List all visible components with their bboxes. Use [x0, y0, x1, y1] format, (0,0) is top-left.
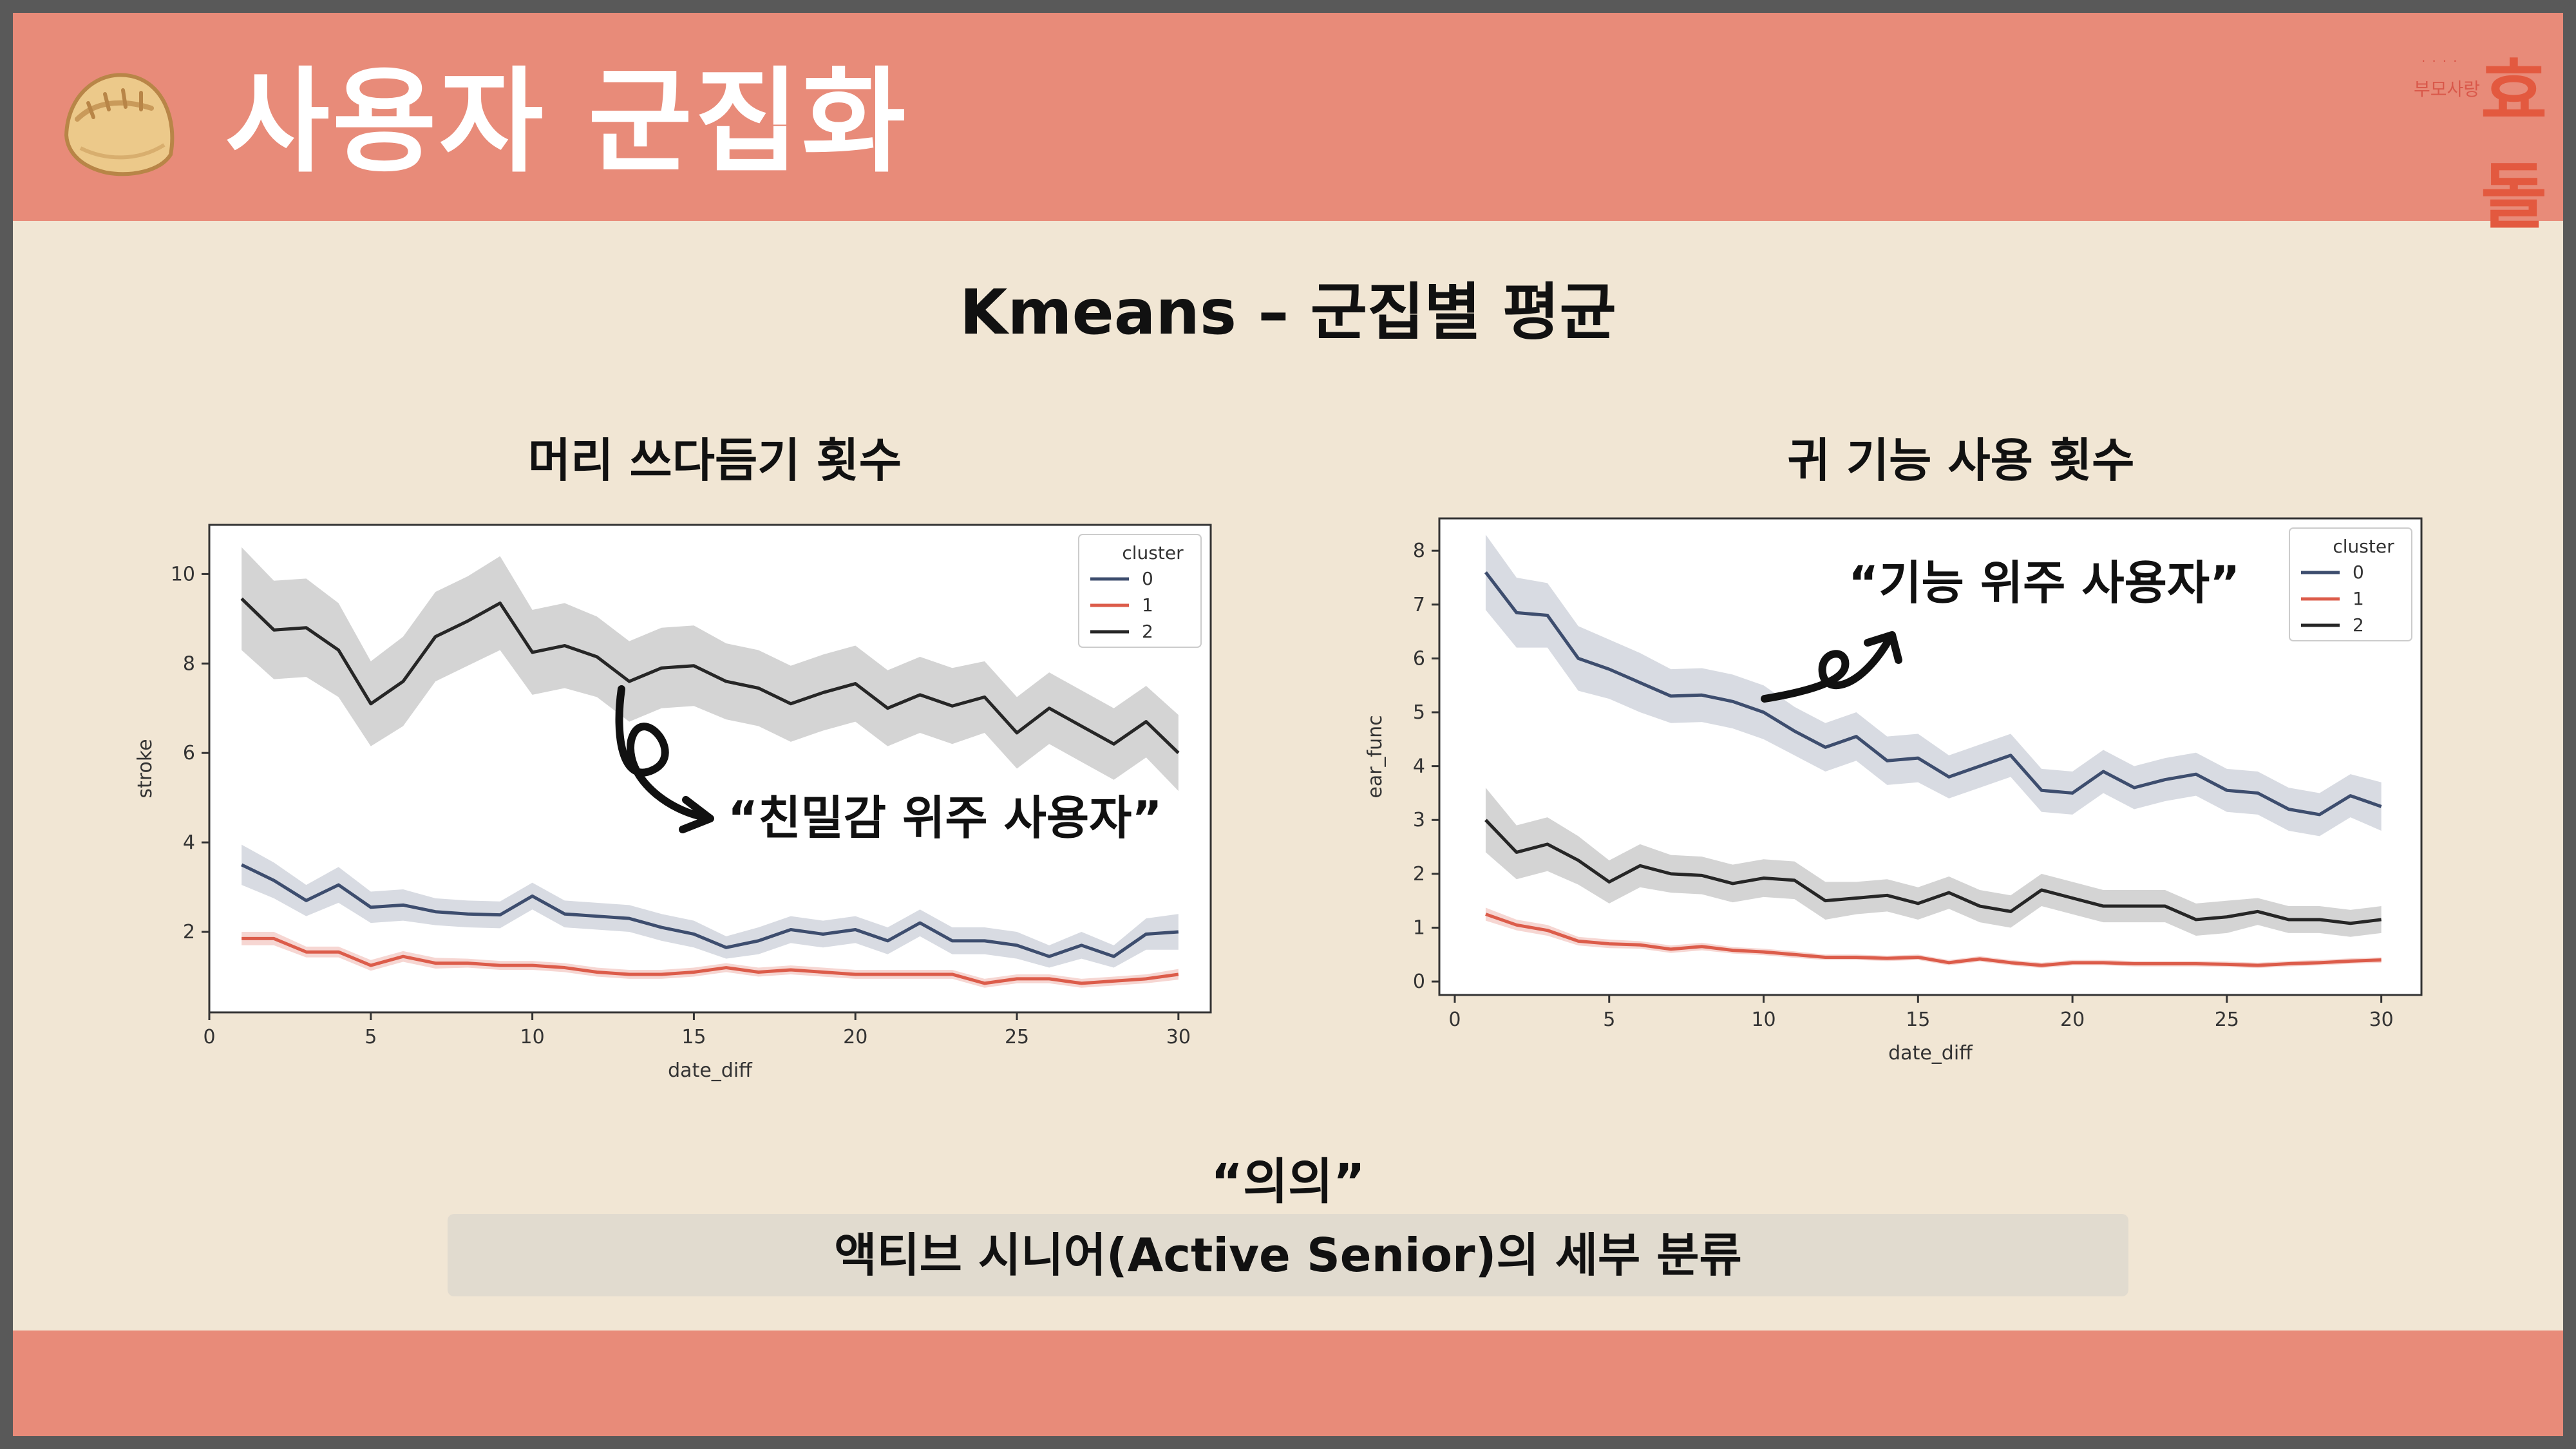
- y-tick-label: 3: [1413, 809, 1425, 831]
- x-tick-label: 10: [520, 1026, 545, 1048]
- series-line-2: [1484, 819, 2382, 925]
- series-line-2: [240, 597, 1180, 754]
- plot-frame: [208, 524, 1212, 1014]
- series-line-0: [1484, 571, 2382, 817]
- legend-title: cluster: [1122, 542, 1184, 564]
- legend-box: [1078, 534, 1202, 648]
- y-tick-label: 2: [1413, 863, 1425, 886]
- curved-arrow-icon: [615, 685, 714, 833]
- logo-text: 효돌: [2481, 51, 2547, 239]
- x-tick-label: 30: [2369, 1009, 2394, 1031]
- legend-box: [2289, 527, 2412, 641]
- series-line-1: [1485, 913, 2382, 967]
- legend-title: cluster: [2333, 536, 2394, 557]
- x-tick-label: 15: [1906, 1009, 1930, 1031]
- y-axis-label: stroke: [134, 739, 156, 798]
- legend-entry-0: 0: [2353, 562, 2364, 583]
- y-tick-label: 8: [183, 652, 195, 675]
- legend-entry-1: 1: [1142, 594, 1153, 616]
- confidence-band-1: [1485, 907, 2382, 969]
- y-tick-label: 4: [1413, 755, 1425, 778]
- x-tick-label: 0: [1448, 1009, 1461, 1031]
- x-tick-label: 30: [1166, 1026, 1191, 1048]
- logo-dots: ····: [2421, 53, 2464, 69]
- x-tick-label: 10: [1751, 1009, 1776, 1031]
- dumpling-icon: [64, 73, 175, 176]
- slide: 사용자 군집화 ···· 부모사랑 효돌 Kmeans – 군집별 평균 머리 …: [13, 13, 2563, 1436]
- y-tick-label: 1: [1413, 916, 1425, 939]
- x-axis-label: date_diff: [1888, 1042, 1973, 1065]
- plot-frame: [1438, 517, 2423, 996]
- x-tick-label: 5: [365, 1026, 377, 1048]
- x-tick-label: 15: [681, 1026, 706, 1048]
- confidence-band-2: [242, 547, 1179, 791]
- series-line-0: [241, 863, 1179, 958]
- annotation-intimacy: “친밀감 위주 사용자”: [728, 791, 1162, 845]
- y-tick-label: 4: [183, 831, 195, 854]
- legend-entry-0: 0: [1142, 568, 1153, 589]
- y-axis-label: ear_func: [1364, 715, 1387, 798]
- y-tick-label: 7: [1413, 594, 1425, 616]
- y-tick-label: 0: [1413, 971, 1425, 993]
- conclusion-box: 액티브 시니어(Active Senior)의 세부 분류: [448, 1214, 2128, 1296]
- x-tick-label: 0: [203, 1026, 215, 1048]
- y-tick-label: 10: [171, 563, 195, 585]
- page-title: 사용자 군집화: [225, 56, 909, 188]
- x-axis-label: date_diff: [668, 1059, 753, 1082]
- y-tick-label: 6: [183, 742, 195, 764]
- y-tick-label: 6: [1413, 647, 1425, 670]
- y-tick-label: 8: [1413, 540, 1425, 562]
- x-tick-label: 25: [2215, 1009, 2239, 1031]
- legend-entry-2: 2: [1142, 621, 1153, 642]
- section-title: Kmeans – 군집별 평균: [960, 276, 1616, 348]
- legend-entry-1: 1: [2353, 588, 2364, 609]
- plot-area: [1439, 518, 2421, 995]
- plot-area: [209, 525, 1211, 1012]
- x-tick-label: 5: [1603, 1009, 1615, 1031]
- chart-heading-ear: 귀 기능 사용 횟수: [1787, 433, 2135, 488]
- logo-subtext: 부모사랑: [2414, 79, 2481, 100]
- x-tick-label: 20: [2060, 1009, 2085, 1031]
- chart-heading-stroke: 머리 쓰다듬기 횟수: [527, 433, 902, 488]
- curved-arrow-icon: [1761, 631, 1902, 703]
- confidence-band-2: [1485, 788, 2382, 937]
- header-bar: 사용자 군집화 ···· 부모사랑 효돌: [13, 13, 2563, 239]
- meaning-label: “의의”: [1211, 1153, 1365, 1210]
- ear-func-line-chart: 0 5 10 15 20 25 30012345678date_diffear_funccl…: [1364, 517, 2423, 1065]
- y-tick-label: 2: [183, 921, 195, 943]
- legend-entry-2: 2: [2353, 614, 2364, 636]
- footer-bar: [13, 1331, 2563, 1436]
- x-tick-label: 25: [1005, 1026, 1029, 1048]
- x-tick-label: 20: [843, 1026, 867, 1048]
- brand-logo: ···· 부모사랑 효돌: [2409, 29, 2557, 239]
- stroke-line-chart: 0 5 10 15 20 25 30246810date_diffstrokecluster…: [134, 524, 1212, 1082]
- y-tick-label: 5: [1413, 701, 1425, 724]
- series-line-1: [242, 936, 1179, 985]
- confidence-band-0: [1485, 535, 2382, 837]
- annotation-function: “기능 위주 사용자”: [1848, 556, 2240, 610]
